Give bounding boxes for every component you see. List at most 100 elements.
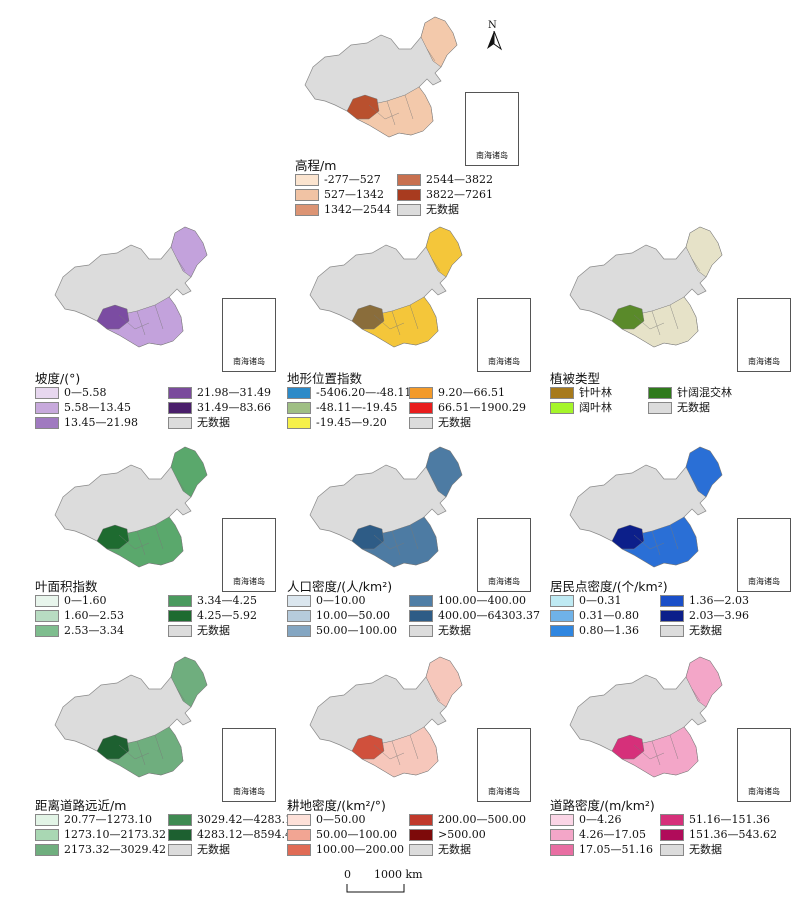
province-boundary (176, 688, 186, 702)
legend-item: 无数据 (409, 416, 471, 430)
inset-label: 南海诸岛 (476, 151, 508, 160)
legend-label: 无数据 (197, 624, 230, 637)
legend-swatch (35, 402, 59, 414)
legend-swatch (660, 844, 684, 856)
legend-item: 无数据 (168, 624, 230, 638)
china-map (309, 226, 463, 348)
legend-swatch (287, 610, 311, 622)
legend-label: 100.00—200.00 (316, 843, 404, 856)
legend-item: 400.00—64303.37 (409, 609, 540, 623)
legend-swatch (168, 595, 192, 607)
legend-item: 13.45—21.98 (35, 416, 138, 430)
legend-item: -277—527 (295, 173, 381, 187)
legend-label: 66.51—1900.29 (438, 401, 526, 414)
legend-swatch (409, 814, 433, 826)
province-boundary (136, 310, 146, 336)
province-boundary (409, 304, 419, 330)
legend-item: 17.05—51.16 (550, 843, 653, 857)
south-china-sea-inset: 南海诸岛 (737, 728, 791, 802)
province-boundary (691, 688, 701, 702)
legend-item: 50.00—100.00 (287, 828, 397, 842)
province-boundary (154, 734, 164, 760)
legend-swatch (287, 595, 311, 607)
study-area-northeast (425, 656, 463, 708)
legend-swatch (660, 814, 684, 826)
legend-label: -277—527 (324, 173, 381, 186)
legend-swatch (35, 829, 59, 841)
legend-swatch (550, 387, 574, 399)
panel-settlement: 南海诸岛 居民点密度/(个/km²) 0—0.31 1.36—2.03 0.31—0.8… (545, 440, 795, 655)
legend-label: 0—0.31 (579, 594, 622, 607)
legend-label: 151.36—543.62 (689, 828, 777, 841)
legend-swatch (550, 610, 574, 622)
inset-label: 南海诸岛 (233, 787, 265, 796)
panel-road-density: 南海诸岛 道路密度/(m/km²) 0—4.26 51.16—151.36 4.26—1… (545, 650, 795, 865)
legend-label: 21.98—31.49 (197, 386, 271, 399)
province-boundary (633, 534, 665, 550)
legend-label: 200.00—500.00 (438, 813, 526, 826)
south-china-sea-inset: 南海诸岛 (737, 298, 791, 372)
legend-swatch (287, 814, 311, 826)
study-area-highland (611, 734, 645, 760)
study-area-highland (611, 304, 645, 330)
study-area-south (361, 516, 439, 568)
legend-item: 3.34—4.25 (168, 594, 257, 608)
legend-swatch (35, 595, 59, 607)
inset-label: 南海诸岛 (748, 787, 780, 796)
province-boundary (409, 734, 419, 760)
south-china-sea-inset: 南海诸岛 (222, 518, 276, 592)
legend-label: 0—50.00 (316, 813, 366, 826)
china-map (309, 656, 463, 778)
legend-swatch (550, 595, 574, 607)
legend-label: 无数据 (677, 401, 710, 414)
province-boundary (391, 740, 401, 766)
legend-swatch (287, 402, 311, 414)
legend-label: -48.11—-19.45 (316, 401, 398, 414)
legend-title: 高程/m (295, 158, 337, 173)
legend-label: 3822—7261 (426, 188, 493, 201)
province-boundary (368, 104, 400, 120)
legend-swatch (550, 844, 574, 856)
study-area-northeast (425, 446, 463, 498)
legend-label: 0—10.00 (316, 594, 366, 607)
legend-swatch (550, 402, 574, 414)
legend-label: 20.77—1273.10 (64, 813, 152, 826)
legend-swatch (35, 814, 59, 826)
scale-line (346, 884, 405, 893)
legend-swatch (295, 174, 319, 186)
province-boundary (669, 524, 679, 550)
legend-item: 0—10.00 (287, 594, 366, 608)
legend-label: >500.00 (438, 828, 486, 841)
legend-label: 0—1.60 (64, 594, 107, 607)
legend-swatch (409, 625, 433, 637)
legend-item: 4.26—17.05 (550, 828, 646, 842)
province-boundary (633, 744, 665, 760)
legend-title: 道路密度/(m/km²) (550, 798, 655, 813)
legend-item: 1.60—2.53 (35, 609, 124, 623)
legend-title: 人口密度/(人/km²) (287, 579, 393, 594)
legend-swatch (168, 625, 192, 637)
study-area-highland (346, 94, 380, 120)
legend-label: 2173.32—3029.42 (64, 843, 166, 856)
legend-item: 66.51—1900.29 (409, 401, 526, 415)
legend-item: 3029.42—4283.12 (168, 813, 299, 827)
legend-label: 400.00—64303.37 (438, 609, 540, 622)
legend-item: 0—5.58 (35, 386, 107, 400)
legend-swatch (287, 844, 311, 856)
north-arrow: N (484, 20, 504, 51)
legend-item: 1273.10—2173.32 (35, 828, 166, 842)
study-area-south (361, 726, 439, 778)
legend-swatch (168, 417, 192, 429)
inset-label: 南海诸岛 (233, 577, 265, 586)
legend-item: 针叶林 (550, 386, 612, 400)
china-map (54, 226, 208, 348)
legend-label: 17.05—51.16 (579, 843, 653, 856)
panel-population: 南海诸岛 人口密度/(人/km²) 0—10.00 100.00—400.00 10.0… (285, 440, 540, 655)
province-boundary (136, 740, 146, 766)
legend-label: 1.36—2.03 (689, 594, 749, 607)
legend-swatch (550, 814, 574, 826)
legend-item: 100.00—200.00 (287, 843, 404, 857)
scale-bar: 0 1000 km (340, 868, 450, 898)
province-boundary (651, 530, 661, 556)
south-china-sea-inset: 南海诸岛 (477, 298, 531, 372)
